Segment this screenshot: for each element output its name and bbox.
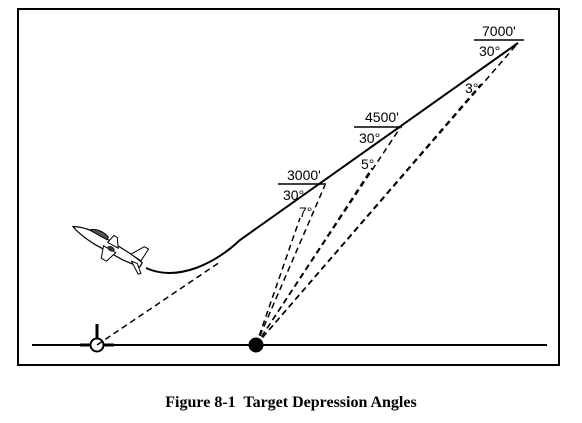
- altitude-label: 7000': [482, 23, 516, 39]
- dive-angle-label: 30°: [283, 187, 304, 203]
- sight-line-release: [255, 42, 519, 346]
- dive-angle-label: 30°: [479, 43, 500, 59]
- sight-line-release: [255, 184, 326, 346]
- release-point-7000: 7000' 30° 3°: [465, 23, 524, 96]
- figure-title: Target Depression Angles: [243, 394, 417, 411]
- dive-angle-label: 30°: [359, 130, 380, 146]
- depression-angle-label: 7°: [299, 204, 312, 220]
- sight-line-angle: [255, 217, 301, 346]
- dive-flight-path: [145, 42, 519, 274]
- figure-caption: Figure 8-1 Target Depression Angles: [0, 394, 582, 412]
- depression-angle-label: 5°: [361, 156, 374, 172]
- altitude-label: 3000': [287, 167, 321, 183]
- aircraft-icon: [71, 226, 150, 275]
- sight-lines: [255, 42, 519, 346]
- sight-line-angle: [255, 167, 373, 346]
- sight-line-angle: [255, 83, 482, 346]
- figure-number: Figure 8-1: [165, 394, 236, 411]
- release-point-4500: 4500' 30° 5°: [354, 109, 402, 172]
- aimpoint-sight-line: [96, 261, 221, 346]
- diagram-frame: [17, 8, 560, 366]
- altitude-label: 4500': [365, 109, 399, 125]
- depression-angle-label: 3°: [465, 80, 478, 96]
- release-point-3000: 3000' 30° 7°: [278, 167, 326, 220]
